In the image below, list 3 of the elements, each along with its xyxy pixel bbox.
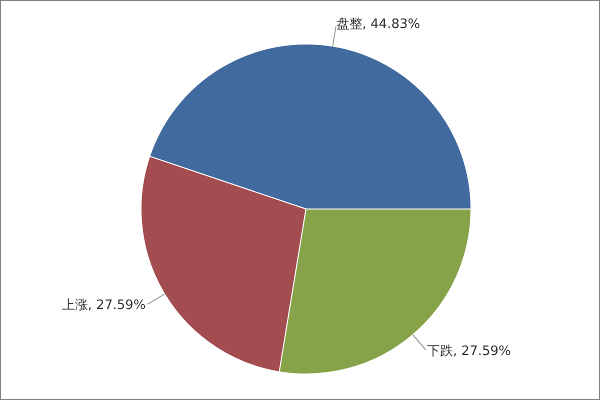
slice-label: 下跌, 27.59% — [427, 344, 511, 360]
slice-label: 盘整, 44.83% — [336, 16, 420, 32]
slice-label: 上涨, 27.59% — [62, 298, 146, 313]
